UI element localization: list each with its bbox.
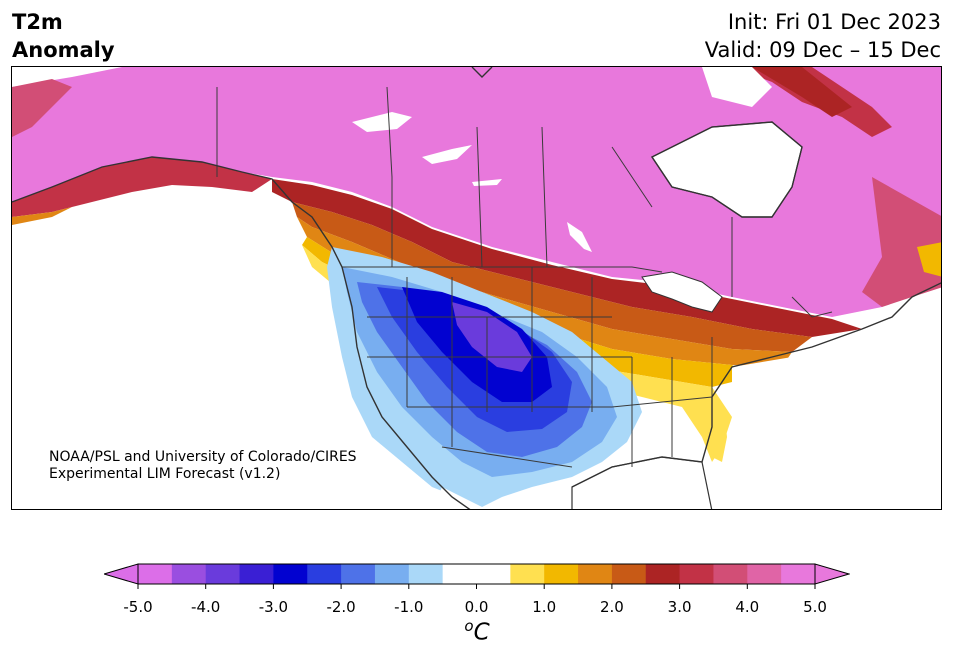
colorbar-segments <box>138 564 816 584</box>
colorbar-segment <box>307 564 342 584</box>
warm-band-gold <box>302 237 752 387</box>
colorbar-segment <box>747 564 782 584</box>
baffin-water <box>702 67 772 107</box>
map-title: T2m Anomaly <box>12 8 115 64</box>
colorbar-segment <box>713 564 748 584</box>
colorbar-tick-label: 1.0 <box>532 598 557 616</box>
colorbar-segment <box>679 564 714 584</box>
colorbar-segment <box>171 564 207 584</box>
colorbar-segment <box>544 564 579 584</box>
credit-text: NOAA/PSL and University of Colorado/CIRE… <box>49 449 357 483</box>
great-lakes <box>641 271 723 313</box>
colorbar-ticks <box>137 584 816 589</box>
colorbar-tick-label: 0.0 <box>464 598 489 616</box>
warm-band-orange <box>297 217 792 367</box>
title-line-2: Anomaly <box>12 38 115 62</box>
colorbar-segment <box>442 564 477 584</box>
colorbar-tick-label: 2.0 <box>599 598 624 616</box>
colorbar-segment <box>205 564 241 584</box>
atlantic-coast <box>732 337 941 509</box>
colorbar-over-arrow <box>814 563 850 585</box>
colorbar-under-arrow <box>104 563 139 585</box>
colorbar-segment <box>138 564 173 584</box>
credit-line-2: Experimental LIM Forecast (v1.2) <box>49 466 281 482</box>
pacific-mexico-water <box>432 487 497 509</box>
colorbar <box>104 563 850 589</box>
anomaly-map <box>12 67 941 509</box>
warm-band-alaska-west <box>12 79 72 137</box>
cold-band-center <box>452 302 532 372</box>
unit-label: oC <box>464 617 489 646</box>
colorbar-segment <box>510 564 545 584</box>
colorbar-tick-label: -3.0 <box>258 598 289 616</box>
map-panel <box>11 66 942 510</box>
colorbar-segment <box>611 564 647 584</box>
init-date: Init: Fri 01 Dec 2023 <box>727 10 941 34</box>
warm-band-labrador-dark <box>752 67 852 117</box>
colorbar-segment <box>341 564 376 584</box>
colorbar-segment <box>374 564 410 584</box>
colorbar-segment <box>408 564 444 584</box>
colorbar-tick-label: -4.0 <box>191 598 221 616</box>
colorbar-tick-label: -1.0 <box>394 598 424 616</box>
title-line-1: T2m <box>12 10 63 34</box>
warm-band-dark-orange <box>292 202 812 352</box>
colorbar-tick-label: -5.0 <box>123 598 153 616</box>
warm-band-alaska-south <box>12 157 272 217</box>
colorbar-tick-label: 5.0 <box>803 598 827 616</box>
valid-date: Valid: 09 Dec – 15 Dec <box>704 38 941 62</box>
coastlines <box>12 67 941 509</box>
colorbar-segment <box>578 564 613 584</box>
forecast-dates: Init: Fri 01 Dec 2023 Valid: 09 Dec – 15… <box>705 8 941 64</box>
colorbar-segment <box>476 564 511 584</box>
colorbar-segment <box>645 564 681 584</box>
warm-band-alaska-orange <box>12 207 72 225</box>
colorbar-segment <box>273 564 308 584</box>
warm-band-newfoundland <box>917 242 941 277</box>
colorbar-segment <box>781 564 816 584</box>
credit-line-1: NOAA/PSL and University of Colorado/CIRE… <box>49 449 357 465</box>
warm-band-east-canada <box>862 177 941 307</box>
political-boundaries <box>216 86 833 468</box>
colorbar-segment <box>239 564 274 584</box>
great-bear-lake <box>352 112 412 132</box>
unit-degree: o <box>464 617 474 635</box>
colorbar-tick-label: 4.0 <box>735 598 760 616</box>
unit-base: C <box>473 619 490 646</box>
colorbar-tick-label: 3.0 <box>667 598 692 616</box>
great-slave-lake <box>422 145 472 164</box>
lake-winnipeg <box>567 222 592 252</box>
colorbar-tick-label: -2.0 <box>326 598 356 616</box>
